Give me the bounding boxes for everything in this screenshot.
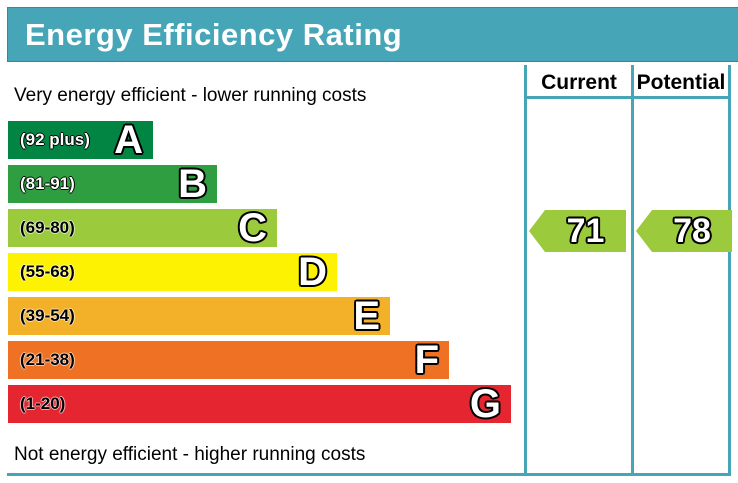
band-range-g: (1-20) — [20, 394, 66, 413]
band-letter-d: D — [298, 250, 327, 294]
potential-column-header: Potential — [636, 71, 726, 94]
header-underline — [524, 96, 731, 99]
band-letter-a: A — [114, 118, 143, 162]
band-range-b: (81-91) — [20, 174, 75, 193]
bottom-border — [7, 473, 731, 476]
band-letter-c: C — [238, 206, 267, 250]
current-rating-value: 71 — [566, 212, 605, 250]
band-range-d: (55-68) — [20, 262, 75, 281]
band-bar-d: (55-68) D — [8, 250, 337, 294]
potential-rating-value: 78 — [673, 212, 711, 250]
band-range-e: (39-54) — [20, 306, 75, 325]
band-letter-f: F — [414, 338, 439, 382]
page-title: Energy Efficiency Rating — [7, 7, 738, 62]
band-bar-a: (92 plus) A — [8, 118, 153, 162]
band-bar-e: (39-54) E — [8, 294, 390, 338]
bottom-note: Not energy efficient - higher running co… — [14, 444, 366, 465]
band-bar-b: (81-91) B — [8, 162, 217, 206]
current-column-header: Current — [541, 71, 617, 94]
band-range-f: (21-38) — [20, 350, 75, 369]
band-bar-f: (21-38) F — [8, 338, 449, 382]
band-letter-b: B — [178, 162, 207, 206]
column-divider-right — [728, 65, 731, 476]
column-divider-middle — [631, 65, 634, 476]
band-letter-g: G — [469, 382, 501, 426]
band-bar-g: (1-20) G — [8, 382, 511, 426]
potential-rating-arrow: 78 — [636, 210, 732, 252]
band-bar-c: (69-80) C — [8, 206, 277, 250]
column-divider-left — [524, 65, 527, 476]
band-range-c: (69-80) — [20, 218, 75, 237]
current-rating-arrow: 71 — [529, 210, 626, 252]
band-range-a: (92 plus) — [20, 130, 90, 149]
top-note: Very energy efficient - lower running co… — [14, 85, 367, 106]
band-letter-e: E — [353, 294, 380, 338]
